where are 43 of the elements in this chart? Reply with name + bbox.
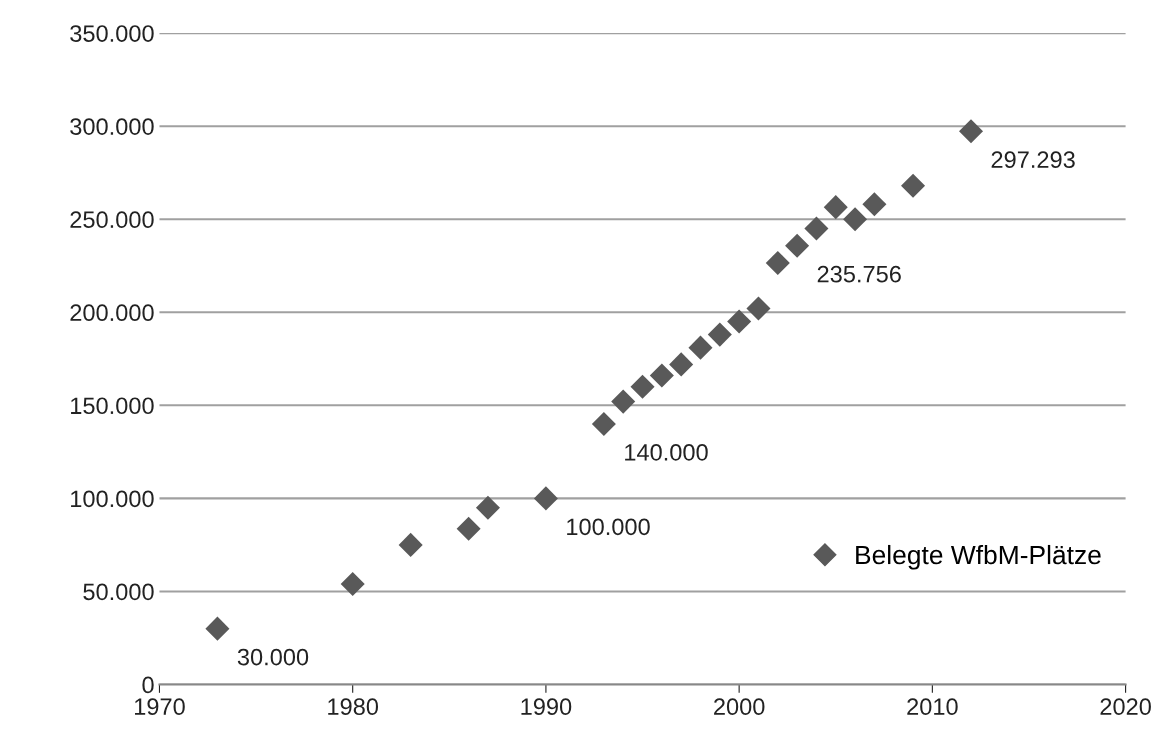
- point: [398, 532, 423, 557]
- point: [611, 389, 636, 414]
- data-label: 100.000: [567, 518, 650, 536]
- point: [340, 571, 365, 597]
- data-label: 140.000: [625, 444, 708, 461]
- y-tick-label: 0: [142, 676, 154, 694]
- y-tick-label: 350.000: [70, 25, 154, 42]
- legend-label: Belegte WfbM-Plätze: [856, 544, 1101, 570]
- y-tick-label: 250.000: [70, 211, 154, 229]
- x-tick-label: 2000: [714, 698, 765, 716]
- point: [649, 363, 674, 388]
- data-label: 297.293: [991, 151, 1075, 168]
- data-label: 30.000: [237, 648, 309, 666]
- point: [862, 192, 887, 217]
- y-tick-label: 200.000: [70, 304, 154, 322]
- y-tick-label: 150.000: [71, 397, 154, 415]
- point: [843, 207, 868, 232]
- point: [804, 216, 829, 241]
- point: [475, 495, 500, 520]
- y-tick-label: 50.000: [83, 583, 154, 601]
- point: [727, 309, 752, 334]
- point: [456, 516, 481, 541]
- point: [688, 335, 713, 360]
- point: [630, 374, 655, 399]
- point: [823, 195, 848, 220]
- point: [533, 486, 558, 511]
- y-tick-label: 100.000: [71, 490, 154, 508]
- x-tick-label: 1970: [135, 698, 185, 716]
- point: [669, 352, 694, 377]
- data-label: 235.756: [817, 265, 901, 283]
- point: [958, 119, 984, 144]
- point: [901, 173, 926, 198]
- point: [785, 233, 810, 258]
- x-tick-label: 2020: [1100, 698, 1151, 716]
- point: [765, 250, 790, 275]
- x-tick-label: 1980: [328, 698, 379, 716]
- point: [205, 616, 230, 641]
- y-tick-label: 300.000: [70, 118, 154, 135]
- x-tick-label: 1990: [521, 698, 572, 716]
- point: [707, 322, 732, 347]
- point: [591, 411, 616, 436]
- x-tick-label: 2010: [907, 698, 958, 716]
- point: [746, 296, 771, 321]
